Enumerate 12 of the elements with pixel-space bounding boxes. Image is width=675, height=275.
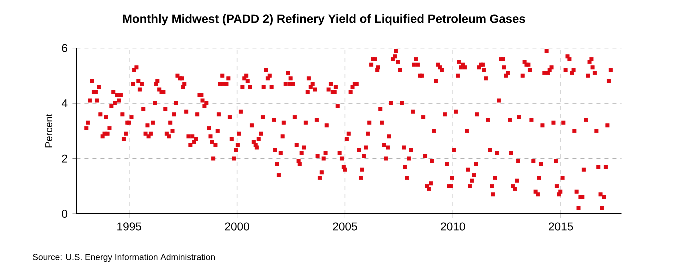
chart-title: Monthly Midwest (PADD 2) Refinery Yield of Liquified Petroleum Gases [123,14,526,26]
x-tick-label: 2000 [225,222,250,231]
y-tick-label: 0 [62,210,68,218]
y-tick-label: 4 [62,100,68,108]
x-tick-label: 2010 [441,222,466,231]
y-tick-label: 2 [62,154,68,163]
y-tick-label: 6 [62,44,68,52]
x-tick-label: 2005 [333,222,358,231]
y-axis-title: Percent [46,114,53,148]
x-tick-label: 1995 [118,222,142,231]
x-tick-label: 2015 [549,222,574,231]
source-note: Source: U.S. Energy Information Administration [33,254,215,262]
